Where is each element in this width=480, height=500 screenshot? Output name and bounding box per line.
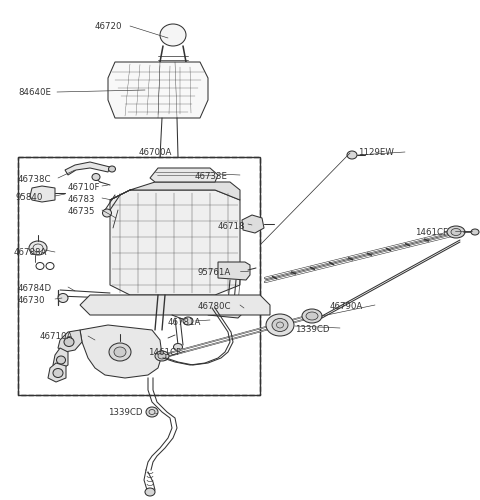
Polygon shape [242, 215, 264, 233]
Text: 46733E: 46733E [195, 172, 228, 181]
Ellipse shape [92, 174, 100, 180]
Polygon shape [218, 262, 250, 280]
Bar [18, 157, 260, 395]
Text: 1339CD: 1339CD [108, 408, 143, 417]
Text: 46735: 46735 [68, 207, 96, 216]
Bar [18, 157, 260, 395]
Text: 46788A: 46788A [14, 248, 48, 257]
Ellipse shape [160, 24, 186, 46]
Ellipse shape [306, 312, 318, 320]
Ellipse shape [58, 294, 68, 302]
Ellipse shape [173, 344, 182, 350]
Ellipse shape [57, 356, 65, 364]
Text: 46784D: 46784D [18, 284, 52, 293]
Ellipse shape [451, 228, 461, 235]
Text: 1339CD: 1339CD [295, 325, 329, 334]
Ellipse shape [266, 314, 294, 336]
Polygon shape [53, 348, 68, 370]
Polygon shape [48, 363, 66, 382]
Ellipse shape [64, 338, 74, 346]
Text: 84640E: 84640E [18, 88, 51, 97]
Ellipse shape [302, 309, 322, 323]
Polygon shape [65, 162, 110, 175]
Ellipse shape [109, 343, 131, 361]
Text: 46781A: 46781A [168, 318, 202, 327]
Text: 1461CF: 1461CF [415, 228, 448, 237]
Ellipse shape [158, 353, 166, 359]
Ellipse shape [155, 351, 169, 361]
Ellipse shape [471, 229, 479, 235]
Text: 46710A: 46710A [40, 332, 73, 341]
Ellipse shape [145, 488, 155, 496]
Ellipse shape [108, 166, 116, 172]
Polygon shape [80, 325, 162, 378]
Polygon shape [30, 186, 55, 202]
Text: 95840: 95840 [16, 193, 43, 202]
Polygon shape [80, 295, 270, 315]
Ellipse shape [29, 241, 47, 255]
Text: 46790A: 46790A [330, 302, 363, 311]
Ellipse shape [183, 317, 193, 325]
Ellipse shape [103, 209, 111, 217]
Ellipse shape [272, 318, 288, 332]
Text: 95761A: 95761A [198, 268, 231, 277]
Polygon shape [110, 190, 240, 295]
Text: 1129EW: 1129EW [358, 148, 394, 157]
Text: 46720: 46720 [95, 22, 122, 31]
Polygon shape [208, 298, 244, 318]
Ellipse shape [53, 368, 63, 378]
Text: 46718: 46718 [218, 222, 245, 231]
Text: 46783: 46783 [68, 195, 96, 204]
Text: 1461CF: 1461CF [148, 348, 181, 357]
Text: 46780C: 46780C [198, 302, 231, 311]
Ellipse shape [114, 347, 126, 357]
Text: 46700A: 46700A [138, 148, 172, 157]
Text: 46738C: 46738C [18, 175, 51, 184]
Text: 46710F: 46710F [68, 183, 100, 192]
Ellipse shape [347, 151, 357, 159]
Ellipse shape [146, 407, 158, 417]
Polygon shape [150, 168, 218, 182]
Polygon shape [58, 330, 82, 352]
Ellipse shape [447, 226, 465, 238]
Text: 46730: 46730 [18, 296, 46, 305]
Polygon shape [108, 62, 208, 118]
Polygon shape [110, 182, 240, 200]
